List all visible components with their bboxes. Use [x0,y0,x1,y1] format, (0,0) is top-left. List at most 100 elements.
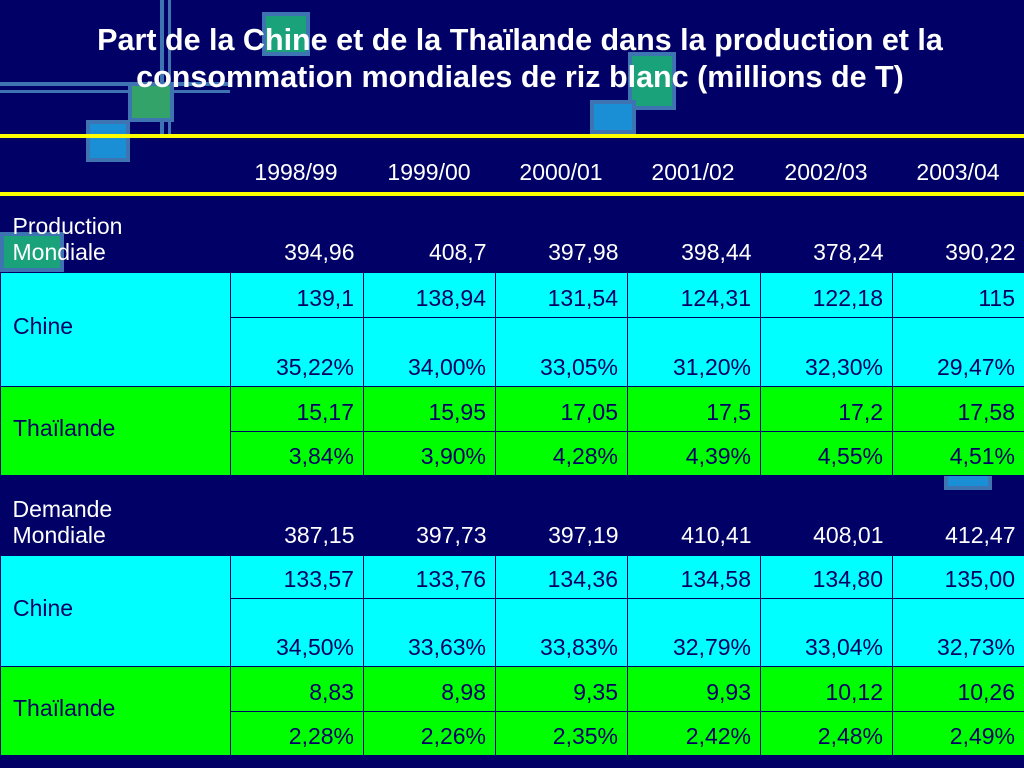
table-cell: 2,35% [495,710,628,756]
table-cell: 29,47% [892,316,1024,387]
table-cell: 131,54 [495,271,628,318]
table-cell: 4,51% [892,430,1024,476]
table-cell: 397,73 [416,521,487,548]
table-cell: 122,18 [760,271,893,318]
title-divider [0,134,1024,138]
decorative-line [160,0,164,134]
table-cell: 410,41 [681,521,752,548]
table-cell: 35,22% [230,316,364,387]
table-cell: 8,83 [230,665,364,712]
table-cell: 397,98 [548,238,619,265]
table-row: 2,28% 2,26% 2,35% 2,42% 2,48% 2,49% [1,710,1024,756]
table-cell: 378,24 [813,238,884,265]
table-row: Thaïlande 15,17 15,95 17,05 17,5 17,2 17… [0,385,1024,476]
table-cell: 31,20% [627,316,761,387]
table-cell: 408,01 [813,521,884,548]
table-cell: 390,22 [945,238,1016,265]
decorative-line [0,90,230,93]
table-cell: 33,05% [495,316,628,387]
decorative-square [628,52,676,110]
row-label-chine: Chine [0,271,231,387]
table-cell: 9,93 [627,665,761,712]
table-cell: 4,55% [760,430,893,476]
table-cell: 133,57 [230,554,364,599]
table-cell: 138,94 [363,271,496,318]
table-cell: 34,00% [363,316,496,387]
table-row: Chine 133,57 133,76 134,36 134,58 134,80… [0,554,1024,667]
decorative-line [0,82,230,86]
table-cell: 134,80 [760,554,893,599]
row-label-chine: Chine [0,554,231,667]
rice-data-table: Production Mondiale 394,96 408,7 397,98 … [0,196,1024,756]
table-cell: 10,26 [892,665,1024,712]
table-cell: 115 [892,271,1024,318]
table-row: 3,84% 3,90% 4,28% 4,39% 4,55% 4,51% [1,430,1024,476]
table-cell: 2,42% [627,710,761,756]
table-cell: 134,58 [627,554,761,599]
table-cell: 34,50% [230,597,364,667]
table-cell: 17,5 [627,385,761,432]
table-cell: 33,83% [495,597,628,667]
decorative-square [128,82,174,122]
table-row: Production Mondiale 394,96 408,7 397,98 … [1,196,1024,272]
table-cell: 32,30% [760,316,893,387]
table-cell: 4,28% [495,430,628,476]
row-label-demande-mondiale: Demande Mondiale [1,475,231,555]
table-cell: 33,04% [760,597,893,667]
label-line: Mondiale [12,238,106,265]
row-label-thailande: Thaïlande [0,665,231,756]
table-cell: 397,19 [548,521,619,548]
decorative-square [0,232,64,272]
table-cell: 133,76 [363,554,496,599]
table-cell: 17,2 [760,385,893,432]
decorative-square [590,100,636,134]
table-cell: 2,26% [363,710,496,756]
label-line: Mondiale [12,521,106,548]
table-cell: 3,84% [230,430,364,476]
row-label-production-mondiale: Production Mondiale [1,196,231,272]
table-row: Demande Mondiale 387,15 397,73 397,19 41… [1,475,1024,555]
year-header: 2003/04 [916,159,1000,185]
table-cell: 4,39% [627,430,761,476]
table-cell: 32,79% [627,597,761,667]
table-cell: 2,49% [892,710,1024,756]
year-header-row: 1998/99 1999/00 2000/01 2001/02 2002/03 … [0,157,1024,187]
year-header: 2000/01 [519,159,603,185]
table-cell: 8,98 [363,665,496,712]
table-cell: 17,05 [495,385,628,432]
table-cell: 17,58 [892,385,1024,432]
year-header: 1998/99 [254,159,338,185]
year-header: 1999/00 [387,159,471,185]
label-line: Production [12,212,123,239]
table-row: 34,50% 33,63% 33,83% 32,79% 33,04% 32,73… [1,597,1024,667]
table-cell: 2,28% [230,710,364,756]
table-cell: 9,35 [495,665,628,712]
table-cell: 2,48% [760,710,893,756]
table-row: Chine 139,1 138,94 131,54 124,31 122,18 … [0,271,1024,387]
table-cell: 134,36 [495,554,628,599]
table-cell: 32,73% [892,597,1024,667]
table-row: Thaïlande 8,83 8,98 9,35 9,93 10,12 10,2… [0,665,1024,756]
table-cell: 135,00 [892,554,1024,599]
table-cell: 398,44 [681,238,752,265]
decorative-square [262,12,310,56]
table-cell: 3,90% [363,430,496,476]
decorative-square [86,120,130,162]
year-header: 2002/03 [784,159,868,185]
label-line: Demande [12,495,113,522]
table-cell: 15,95 [363,385,496,432]
table-cell: 394,96 [284,238,355,265]
table-cell: 387,15 [284,521,355,548]
header-divider [0,192,1024,196]
table-cell: 408,7 [428,238,487,265]
table-cell: 139,1 [230,271,364,318]
page-title: Part de la Chine et de la Thaïlande dans… [97,23,943,94]
table-cell: 15,17 [230,385,364,432]
table-cell: 10,12 [760,665,893,712]
decorative-line [168,0,171,134]
table-cell: 124,31 [627,271,761,318]
table-cell: 412,47 [945,521,1016,548]
table-row: 35,22% 34,00% 33,05% 31,20% 32,30% 29,47… [1,316,1024,387]
year-header: 2001/02 [651,159,735,185]
row-label-thailande: Thaïlande [0,385,231,476]
